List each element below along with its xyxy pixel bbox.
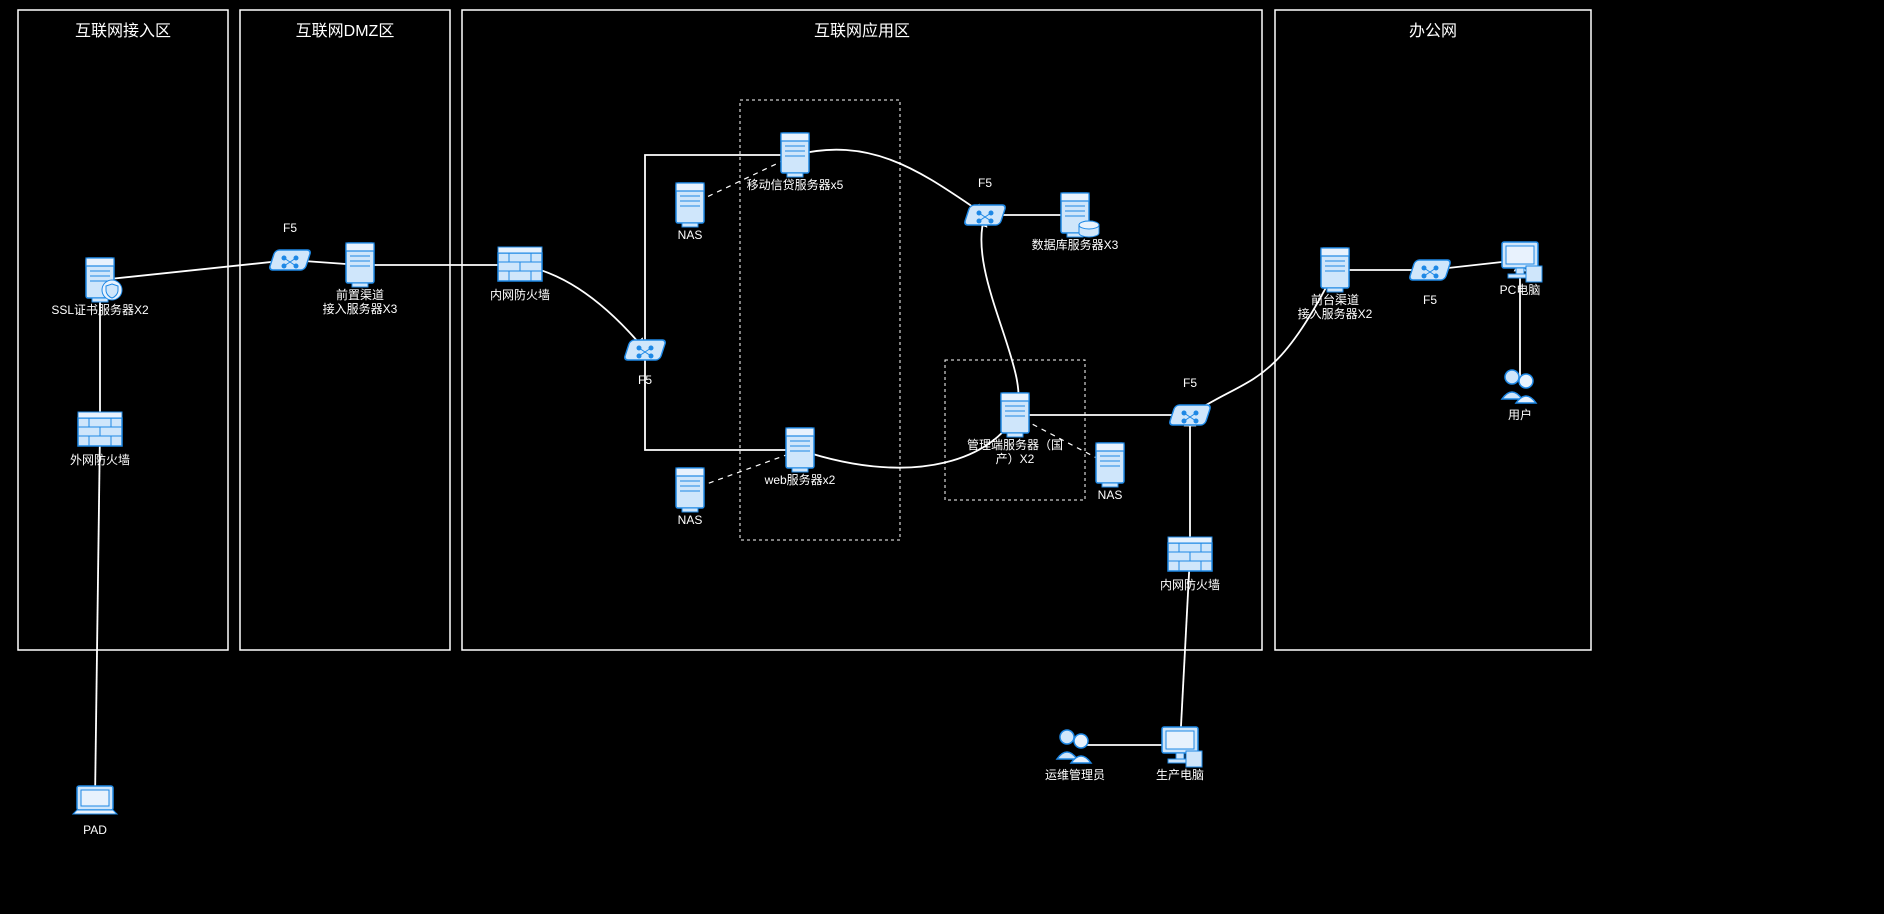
edge-f5_app-web_srv — [645, 350, 800, 450]
node-nas1: NAS — [676, 183, 704, 242]
users-icon — [1057, 730, 1091, 763]
node-f5_db: F5 — [964, 176, 1006, 225]
node-f5_dmz: F5 — [269, 221, 311, 270]
node-db_srv: 数据库服务器X3 — [1032, 193, 1119, 252]
node-label-users: 用户 — [1508, 407, 1532, 422]
firewall-icon — [1168, 537, 1212, 571]
node-f5_right: F5 — [1169, 376, 1211, 425]
node-label-pc: PC电脑 — [1500, 283, 1541, 297]
node-label-f5_dmz: F5 — [283, 221, 297, 235]
node-label-int_fw: 内网防火墙 — [490, 287, 550, 302]
node-ssl: SSL证书服务器X2 — [51, 258, 149, 317]
node-label-db_srv: 数据库服务器X3 — [1032, 237, 1119, 252]
node-label-f5_right: F5 — [1183, 376, 1197, 390]
node-label-ops_admin: 运维管理员 — [1045, 767, 1105, 782]
lb-icon — [624, 340, 666, 360]
server-icon — [1321, 248, 1349, 292]
server-icon — [781, 133, 809, 177]
zone-z3 — [462, 10, 1262, 650]
edge-web_srv-f5_db — [800, 215, 1019, 468]
node-mob_srv: 移动信贷服务器x5 — [747, 133, 844, 192]
server-icon — [1096, 443, 1124, 487]
node-label-nas1: NAS — [678, 228, 703, 242]
node-label-mgmt_srv: 管理端服务器（国 — [967, 437, 1063, 452]
node-front_ch: 前置渠道接入服务器X3 — [323, 243, 398, 316]
lb-icon — [269, 250, 311, 270]
zone-title-z1: 互联网接入区 — [75, 22, 171, 40]
node-prod_pc: 生产电脑 — [1156, 727, 1204, 782]
server_shield-icon — [86, 258, 122, 302]
node-label-front2: 接入服务器X2 — [1298, 306, 1373, 321]
zone-z4 — [1275, 10, 1591, 650]
zone-z2 — [240, 10, 450, 650]
server-icon — [786, 428, 814, 472]
node-label-ext_fw: 外网防火墙 — [70, 452, 130, 467]
node-label-ssl: SSL证书服务器X2 — [51, 302, 149, 317]
node-label-prod_pc: 生产电脑 — [1156, 768, 1204, 782]
node-label-mob_srv: 移动信贷服务器x5 — [747, 177, 844, 192]
server-icon — [346, 243, 374, 287]
users-icon — [1502, 370, 1536, 403]
node-label-f5_app: F5 — [638, 373, 652, 387]
database-icon — [1061, 193, 1099, 237]
node-label-front_ch: 前置渠道 — [336, 287, 384, 302]
lb-icon — [964, 205, 1006, 225]
node-pc: PC电脑 — [1500, 242, 1542, 297]
zone-z1 — [18, 10, 228, 650]
pc-icon — [1502, 242, 1542, 282]
node-pad: PAD — [73, 786, 117, 837]
laptop-icon — [73, 786, 117, 814]
node-label-mgmt_srv: 产）X2 — [996, 452, 1035, 466]
node-int_fw2: 内网防火墙 — [1160, 537, 1220, 592]
node-f5_off: F5 — [1409, 260, 1451, 307]
server-icon — [676, 468, 704, 512]
node-label-int_fw2: 内网防火墙 — [1160, 577, 1220, 592]
node-nas3: NAS — [1096, 443, 1124, 502]
pc-icon — [1162, 727, 1202, 767]
node-ops_admin: 运维管理员 — [1045, 730, 1105, 782]
firewall-icon — [78, 412, 122, 446]
zone-title-z4: 办公网 — [1409, 22, 1457, 40]
node-label-nas3: NAS — [1098, 488, 1123, 502]
node-int_fw: 内网防火墙 — [490, 247, 550, 302]
lb-icon — [1409, 260, 1451, 280]
node-mgmt_srv: 管理端服务器（国产）X2 — [967, 393, 1063, 466]
zone-title-z2: 互联网DMZ区 — [296, 22, 395, 40]
server-icon — [676, 183, 704, 227]
edge-ssl-f5_dmz — [100, 260, 290, 280]
zone-title-z3: 互联网应用区 — [814, 21, 910, 40]
node-label-f5_off: F5 — [1423, 293, 1437, 307]
node-users: 用户 — [1502, 370, 1536, 422]
node-label-nas2: NAS — [678, 513, 703, 527]
node-label-web_srv: web服务器x2 — [764, 472, 836, 487]
node-label-f5_db: F5 — [978, 176, 992, 190]
server-icon — [1001, 393, 1029, 437]
node-label-front2: 前台渠道 — [1311, 292, 1359, 307]
node-nas2: NAS — [676, 468, 704, 527]
node-label-front_ch: 接入服务器X3 — [323, 301, 398, 316]
edge-pad-ext_fw — [95, 430, 100, 800]
firewall-icon — [498, 247, 542, 281]
node-ext_fw: 外网防火墙 — [70, 412, 130, 467]
node-front2: 前台渠道接入服务器X2 — [1298, 248, 1373, 321]
lb-icon — [1169, 405, 1211, 425]
node-label-pad: PAD — [83, 823, 107, 837]
